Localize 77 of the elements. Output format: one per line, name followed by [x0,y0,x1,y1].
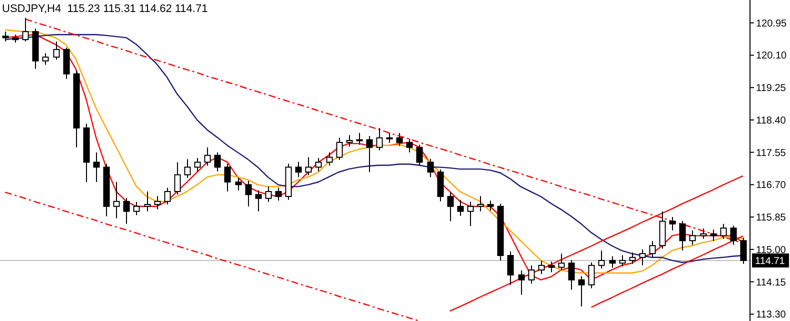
candlestick [224,163,231,192]
candlestick [315,158,322,172]
y-tick-label: 120.10 [756,50,788,62]
candlestick [42,52,49,66]
candlestick [255,190,262,212]
candlestick [507,250,514,286]
candlestick [326,152,333,166]
candlestick [376,127,383,151]
candlestick [194,158,201,172]
candlestick [578,276,585,308]
candlestick [619,254,626,268]
candlestick [295,161,302,178]
candlestick [386,132,393,144]
candlestick [598,250,605,269]
candlestick [154,196,161,210]
candlestick [528,264,535,284]
candlestick [305,156,312,176]
candlestick [22,17,29,42]
candlestick [245,180,252,207]
y-tick-label: 118.40 [756,115,786,126]
candlestick [113,182,120,219]
y-tick-label: 116.70 [756,180,786,192]
candlestick [689,230,696,246]
candlestick [336,137,343,160]
candlestick [346,134,353,148]
candlestick [669,216,676,231]
candlestick [275,187,282,202]
candlestick [629,252,636,264]
candlestick [406,138,413,153]
candlestick [447,192,454,222]
candlestick [558,253,565,271]
candlestick [700,228,707,240]
y-tick-label: 113.30 [756,310,786,321]
candlestick [164,187,171,205]
y-tick-label: 114.15 [756,277,786,288]
candlestick [568,260,575,290]
candlestick [467,201,474,227]
candlestick [265,186,272,202]
candlestick [548,261,555,273]
candlestick [427,158,434,178]
candlestick [477,196,484,212]
candlestick [123,198,130,224]
candlestick [457,199,464,216]
candlestick [649,240,656,258]
candlestick [730,225,737,246]
y-tick-label: 115.85 [756,212,786,224]
y-tick-label: 120.95 [756,18,788,30]
candlestick [356,132,363,146]
candlestick [144,191,151,212]
candlestick [639,248,646,266]
candlestick [588,262,595,289]
candlestick [518,270,525,296]
candlestick [366,135,373,173]
y-tick-label: 115.00 [756,244,786,256]
candlestick [679,220,686,252]
y-tick-label: 117.55 [756,148,786,159]
chart-title: USDJPY,H4 115.23 115.31 114.62 114.71 [2,3,208,15]
candlestick [609,256,616,268]
candlestick [214,152,221,172]
candlestick [720,223,727,240]
candlestick [204,146,211,166]
candlestick [53,41,60,60]
candlestick [184,158,191,178]
candlestick [2,31,9,42]
candlestick [133,201,140,216]
candlestick [396,132,403,146]
candlestick [174,162,181,196]
candlestick [235,177,242,191]
line-series [4,192,420,321]
candlestick [538,260,545,275]
candlestick [740,237,747,264]
candlestick [487,200,494,212]
candlestick [710,229,717,242]
ref-line-label: 114.71 [755,256,786,267]
candlestick [416,144,423,166]
candlestick [93,152,100,183]
y-tick-label: 119.25 [756,83,786,94]
